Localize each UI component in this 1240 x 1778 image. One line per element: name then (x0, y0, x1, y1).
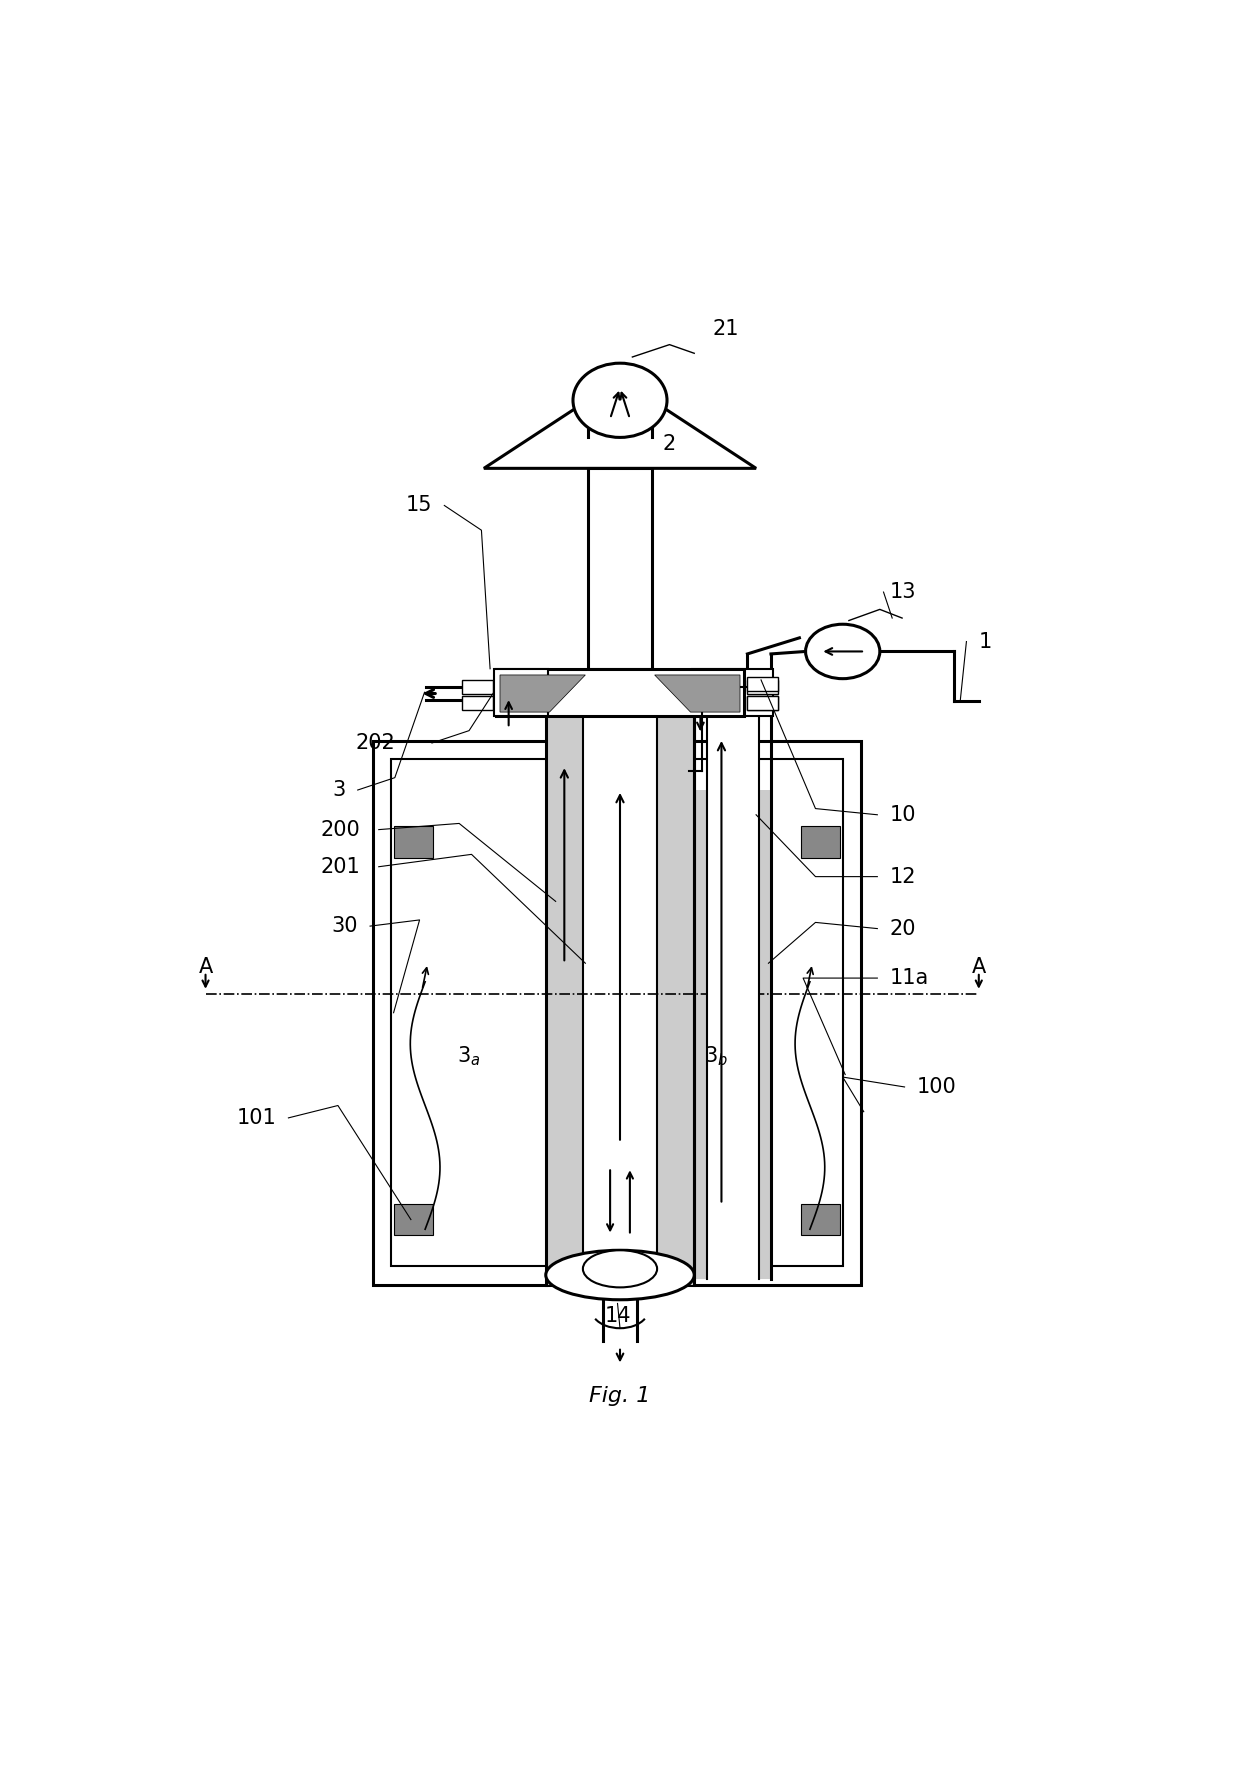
Bar (748, 679, 779, 693)
Bar (496, 669, 744, 717)
Text: 2: 2 (663, 434, 676, 453)
Bar (461, 679, 492, 693)
Polygon shape (500, 676, 585, 711)
Text: 13: 13 (890, 581, 916, 603)
Text: A: A (198, 957, 212, 976)
Text: 201: 201 (320, 857, 360, 877)
Text: 21: 21 (713, 318, 739, 338)
Bar (748, 677, 779, 692)
Text: 101: 101 (237, 1108, 277, 1127)
Text: A: A (972, 957, 986, 976)
Text: 100: 100 (916, 1077, 957, 1097)
Text: 10: 10 (890, 805, 916, 825)
Bar (494, 669, 548, 717)
Bar (692, 669, 774, 717)
Text: 3$_b$: 3$_b$ (704, 1044, 729, 1069)
Text: 20: 20 (890, 919, 916, 939)
Bar (801, 827, 841, 859)
Bar (391, 759, 843, 1266)
Text: 12: 12 (890, 866, 916, 887)
Text: 3$_a$: 3$_a$ (458, 1044, 481, 1069)
Bar (546, 713, 694, 1285)
Bar (583, 717, 657, 1278)
Ellipse shape (583, 1250, 657, 1287)
Bar (393, 1204, 433, 1236)
Bar (748, 695, 779, 709)
Text: 15: 15 (405, 496, 432, 516)
Polygon shape (484, 400, 756, 468)
Polygon shape (655, 676, 740, 711)
Bar (393, 827, 433, 859)
Text: 200: 200 (320, 820, 360, 839)
Bar (694, 789, 771, 1278)
Text: 14: 14 (604, 1305, 631, 1326)
Bar (372, 740, 862, 1285)
Bar (707, 713, 759, 1278)
Text: 202: 202 (355, 733, 394, 754)
Bar (748, 695, 779, 709)
Text: 11a: 11a (890, 967, 929, 989)
Bar (801, 1204, 841, 1236)
Text: 30: 30 (331, 916, 357, 935)
Ellipse shape (806, 624, 880, 679)
Ellipse shape (546, 1250, 694, 1300)
Bar (461, 695, 492, 709)
Ellipse shape (573, 363, 667, 437)
Text: 3: 3 (332, 781, 345, 800)
Bar (588, 468, 652, 669)
Text: Fig. 1: Fig. 1 (589, 1387, 651, 1406)
Text: 1: 1 (978, 631, 992, 651)
